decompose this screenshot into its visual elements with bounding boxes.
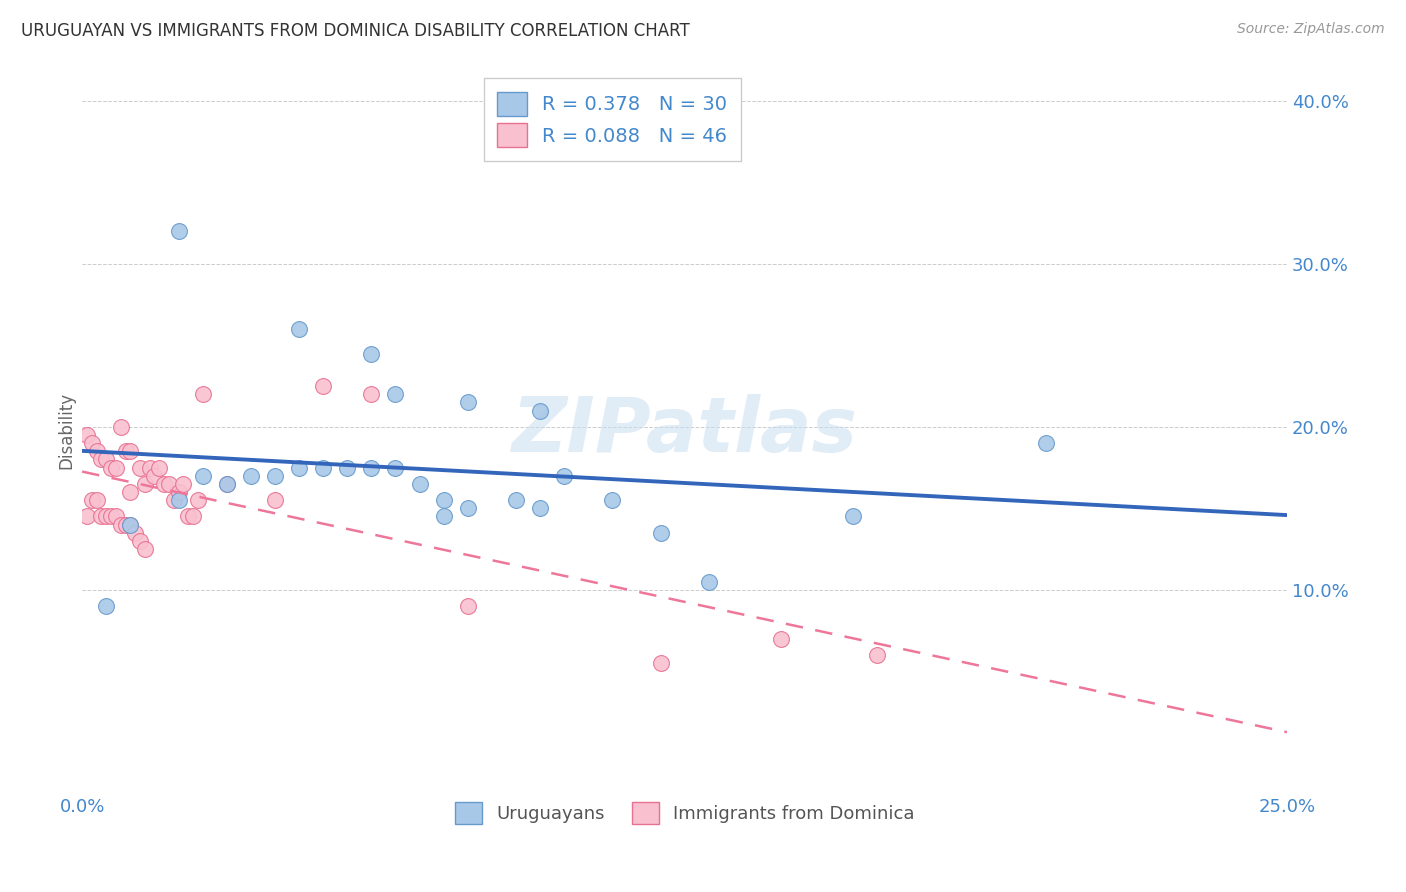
- Point: [120, 485, 142, 500]
- Point: [120, 517, 142, 532]
- Point: [177, 509, 200, 524]
- Point: [153, 476, 176, 491]
- Point: [529, 403, 551, 417]
- Point: [104, 460, 127, 475]
- Point: [505, 493, 527, 508]
- Point: [96, 452, 118, 467]
- Point: [120, 444, 142, 458]
- Point: [86, 493, 108, 508]
- Point: [172, 476, 194, 491]
- Point: [433, 509, 456, 524]
- Point: [96, 509, 118, 524]
- Point: [600, 493, 623, 508]
- Point: [457, 599, 479, 613]
- Point: [181, 509, 204, 524]
- Point: [529, 501, 551, 516]
- Point: [90, 509, 112, 524]
- Point: [143, 468, 166, 483]
- Point: [769, 632, 792, 646]
- Point: [650, 525, 672, 540]
- Point: [697, 574, 720, 589]
- Point: [163, 493, 186, 508]
- Point: [336, 460, 359, 475]
- Point: [129, 460, 152, 475]
- Point: [650, 656, 672, 670]
- Point: [104, 509, 127, 524]
- Point: [433, 493, 456, 508]
- Point: [384, 387, 406, 401]
- Point: [96, 599, 118, 613]
- Point: [80, 493, 103, 508]
- Point: [114, 444, 136, 458]
- Point: [842, 509, 865, 524]
- Point: [120, 517, 142, 532]
- Point: [191, 387, 214, 401]
- Point: [191, 468, 214, 483]
- Point: [100, 460, 122, 475]
- Text: URUGUAYAN VS IMMIGRANTS FROM DOMINICA DISABILITY CORRELATION CHART: URUGUAYAN VS IMMIGRANTS FROM DOMINICA DI…: [21, 22, 690, 40]
- Point: [457, 501, 479, 516]
- Point: [110, 517, 132, 532]
- Point: [114, 517, 136, 532]
- Point: [76, 509, 98, 524]
- Point: [167, 485, 190, 500]
- Text: Source: ZipAtlas.com: Source: ZipAtlas.com: [1237, 22, 1385, 37]
- Point: [360, 387, 382, 401]
- Point: [1035, 436, 1057, 450]
- Point: [134, 476, 156, 491]
- Point: [80, 436, 103, 450]
- Point: [110, 420, 132, 434]
- Point: [288, 460, 311, 475]
- Point: [360, 460, 382, 475]
- Point: [264, 493, 287, 508]
- Point: [239, 468, 262, 483]
- Point: [124, 525, 146, 540]
- Point: [215, 476, 238, 491]
- Point: [215, 476, 238, 491]
- Point: [129, 533, 152, 548]
- Point: [264, 468, 287, 483]
- Point: [187, 493, 209, 508]
- Point: [134, 541, 156, 556]
- Point: [312, 379, 335, 393]
- Point: [100, 509, 122, 524]
- Point: [384, 460, 406, 475]
- Point: [86, 444, 108, 458]
- Legend: Uruguayans, Immigrants from Dominica: Uruguayans, Immigrants from Dominica: [444, 791, 925, 835]
- Point: [167, 224, 190, 238]
- Point: [138, 460, 160, 475]
- Y-axis label: Disability: Disability: [58, 392, 75, 469]
- Text: ZIPatlas: ZIPatlas: [512, 394, 858, 468]
- Point: [553, 468, 575, 483]
- Point: [288, 322, 311, 336]
- Point: [157, 476, 180, 491]
- Point: [457, 395, 479, 409]
- Point: [360, 346, 382, 360]
- Point: [76, 428, 98, 442]
- Point: [90, 452, 112, 467]
- Point: [408, 476, 430, 491]
- Point: [866, 648, 889, 662]
- Point: [167, 493, 190, 508]
- Point: [148, 460, 170, 475]
- Point: [312, 460, 335, 475]
